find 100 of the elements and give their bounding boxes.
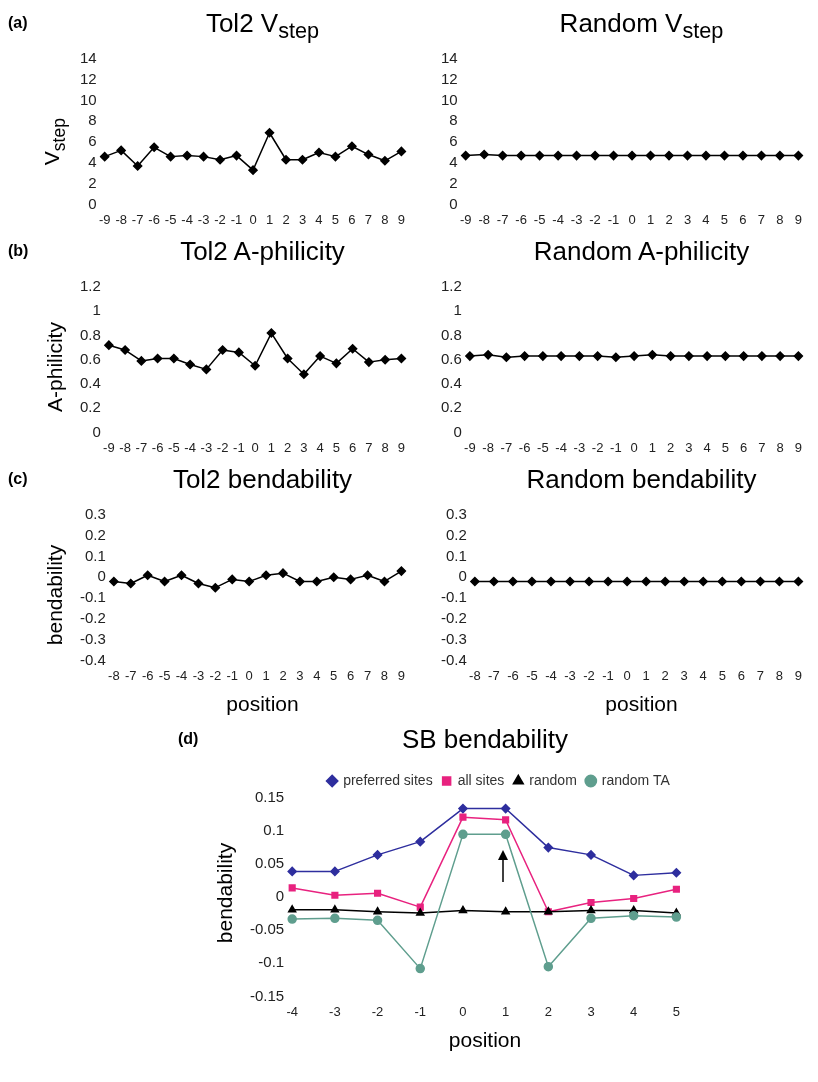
y-tick-label: 8 [449,111,458,129]
x-tick-label: -9 [459,211,472,227]
x-tick-label: -5 [533,211,546,227]
y-tick-label: -0.05 [249,920,285,938]
x-tick-label: 5 [672,1003,680,1019]
y-tick-label: -0.4 [440,650,467,668]
x-tick-label: 6 [739,211,747,227]
x-tick-label: -7 [135,439,148,455]
x-tick-label: 8 [381,439,389,455]
x-tick-label: -1 [233,439,245,455]
y-tick-label: 2 [449,173,458,191]
x-tick-label: -5 [168,439,180,455]
y-tick-label: -0.4 [79,650,106,668]
y-tick-label: 0.3 [84,505,106,523]
x-tick-label: -8 [482,439,494,455]
y-tick-label: 0 [97,567,106,585]
y-tick-label: 10 [441,90,458,108]
x-tick-label: -5 [526,667,538,683]
x-tick-label: 8 [776,439,784,455]
legend-label: random TA [601,771,671,788]
y-tick-label: -0.2 [79,609,106,626]
y-tick-label: 14 [441,49,458,67]
y-tick-label: 0 [88,194,97,212]
x-tick-label: -2 [591,439,604,455]
x-tick-label: -2 [209,667,222,683]
y-tick-label: 1 [92,301,101,319]
y-tick-label: 0.05 [254,854,285,872]
y-tick-label: 0.15 [254,788,285,806]
chart-title: Tol2 A-philicity [179,236,346,267]
x-tick-label: -4 [552,211,564,227]
x-tick-label: 9 [397,439,405,455]
y-tick-label: 1.2 [79,277,101,295]
x-tick-label: -4 [286,1003,298,1019]
x-tick-label: -3 [197,211,210,227]
x-tick-label: 3 [298,211,307,227]
x-tick-label: 9 [794,439,802,455]
y-tick-label: 14 [80,49,97,67]
y-tick-label: -0.1 [440,588,467,606]
y-tick-label: -0.1 [258,953,285,971]
x-tick-label: -1 [602,667,614,683]
y-tick-label: 0.4 [440,374,462,392]
y-tick-label: 0.3 [445,505,467,523]
x-tick-label: -2 [216,439,229,455]
x-tick-label: 3 [296,667,304,683]
x-tick-label: 4 [315,211,323,227]
x-tick-label: 6 [349,439,357,455]
x-tick-label: 3 [300,439,308,455]
y-tick-label: 0.2 [445,525,467,543]
x-tick-label: -9 [464,439,476,455]
x-tick-label: 4 [313,667,321,683]
x-tick-label: 8 [775,667,783,683]
x-tick-label: -9 [103,439,115,455]
y-tick-label: 6 [449,132,458,150]
x-tick-label: 0 [630,439,638,455]
x-tick-label: 9 [794,667,802,683]
x-tick-label: 7 [756,667,764,683]
y-tick-label: 0.2 [79,398,101,416]
x-tick-label: -1 [230,211,243,227]
y-tick-label: 4 [88,153,97,170]
x-tick-label: -2 [589,211,601,227]
x-tick-label: -3 [329,1003,341,1019]
x-tick-label: -8 [108,667,120,683]
y-tick-label: -0.1 [79,588,106,606]
x-tick-label: 5 [720,211,729,227]
x-tick-label: -4 [555,439,567,455]
y-tick-label: -0.3 [440,629,467,647]
y-tick-label: 0 [92,422,101,440]
x-tick-label: 6 [740,439,748,455]
y-tick-label: 0 [453,422,462,440]
x-tick-label: -1 [226,667,239,683]
text: (a) [8,14,28,32]
y-tick-label: 4 [449,153,458,170]
x-tick-label: 4 [316,439,324,455]
y-tick-label: 1 [453,301,462,319]
chart-title: Tol2 bendability [171,464,354,495]
x-tick-label: -4 [175,667,188,683]
x-axis-title: position [225,692,300,716]
x-tick-label: 1 [648,439,656,455]
legend-label: preferred sites [343,771,433,788]
y-tick-label: 0.1 [263,821,285,839]
x-tick-label: -6 [151,439,164,455]
legend-label: all sites [457,771,505,788]
x-tick-label: -7 [488,667,500,683]
chart-title: SB bendability [400,724,570,755]
x-tick-label: -4 [545,667,557,683]
x-tick-label: 7 [757,211,766,227]
x-tick-label: 0 [628,211,636,227]
x-tick-label: 1 [502,1003,510,1019]
x-tick-label: 3 [587,1003,595,1019]
y-axis-title: bendability [43,543,67,648]
x-tick-label: -5 [537,439,549,455]
y-tick-label: 0 [275,887,285,905]
y-tick-label: 0.2 [84,525,106,543]
y-tick-label: -0.2 [440,609,467,626]
y-tick-label: 0.1 [445,546,467,564]
x-tick-label: 2 [661,667,669,683]
x-tick-label: -1 [610,439,622,455]
x-axis-title: position [447,1028,523,1052]
x-tick-label: 7 [364,211,373,227]
y-tick-label: 0.8 [79,325,101,343]
